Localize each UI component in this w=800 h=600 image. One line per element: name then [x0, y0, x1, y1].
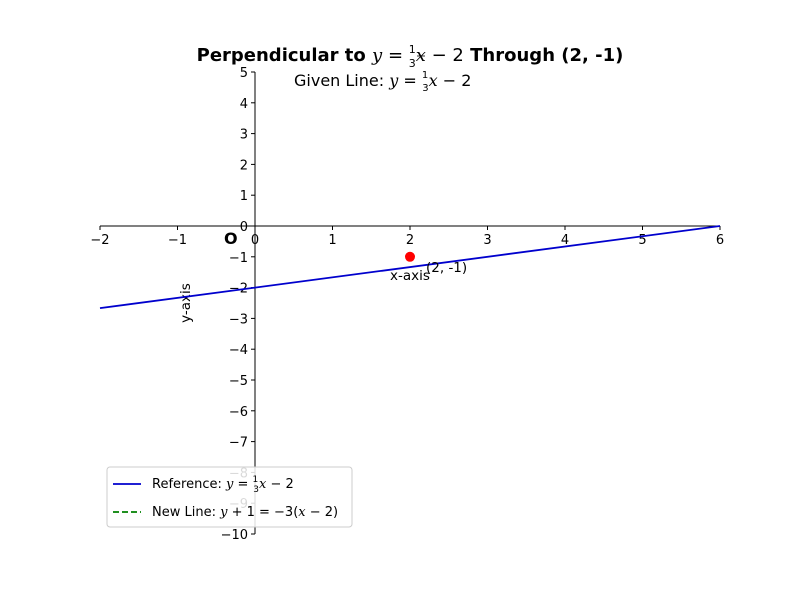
y-tick-label: −7: [229, 436, 248, 451]
x-ticks: −2 −1 0 1 2 3 4 5 6: [90, 226, 724, 248]
series-layer: [99, 225, 721, 310]
y-tick-label: 2: [240, 158, 248, 173]
y-tick-label: 5: [240, 66, 248, 81]
y-tick-label: −4: [229, 343, 248, 358]
given-line-annotation: Given Line: y = 1 3x − 2: [294, 70, 471, 94]
legend: Reference: y = 1 3x − 2 New Line: y + 1 =…: [106, 466, 353, 528]
legend-entry-new-line: New Line: y + 1 = −3(x − 2): [152, 505, 338, 520]
y-tick-label: −5: [229, 374, 248, 389]
y-tick-label: 1: [240, 189, 248, 204]
chart-title: Perpendicular to y = 1 3x − 2 Through (2,…: [197, 43, 624, 70]
y-tick-label: −1: [229, 251, 248, 266]
x-tick-label: −1: [168, 233, 187, 248]
x-tick-label: −2: [90, 233, 109, 248]
x-tick-label: 0: [251, 233, 259, 248]
x-tick-label: 4: [561, 233, 569, 248]
x-axis-label: x-axis: [390, 268, 430, 284]
origin-label: O: [224, 229, 238, 248]
x-tick-label: 6: [716, 233, 724, 248]
y-tick-label: −3: [229, 312, 248, 327]
point-marker: [405, 251, 415, 262]
y-axis-label: y-axis: [178, 283, 194, 323]
legend-entry-reference: Reference: y = 1 3x − 2: [152, 475, 294, 495]
x-tick-label: 2: [406, 233, 414, 248]
y-tick-label: 4: [240, 97, 248, 112]
y-tick-label: −6: [229, 405, 248, 420]
legend-box: [106, 466, 353, 528]
y-tick-label: 0: [240, 220, 248, 235]
series-line-0: [99, 225, 721, 310]
point-label: (2, -1): [426, 260, 467, 276]
points-layer: (2, -1): [405, 251, 467, 276]
y-tick-label: 3: [240, 128, 248, 143]
y-tick-label: −10: [221, 528, 248, 543]
x-tick-label: 3: [483, 233, 491, 248]
x-tick-label: 5: [638, 233, 646, 248]
x-tick-label: 1: [328, 233, 336, 248]
